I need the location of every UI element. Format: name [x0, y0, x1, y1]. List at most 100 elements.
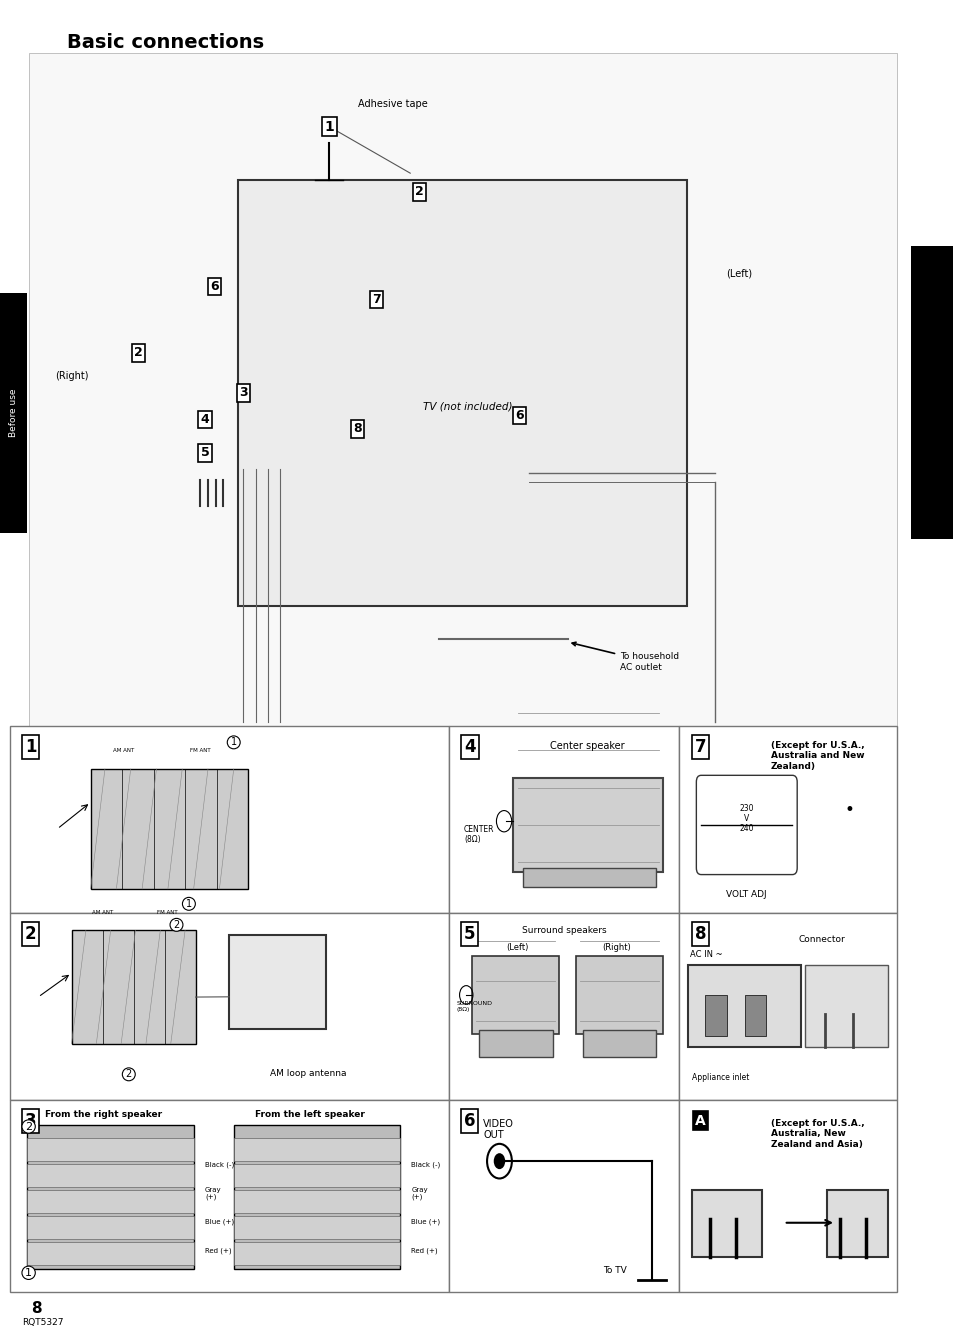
Text: Blue (+): Blue (+): [411, 1219, 440, 1225]
Text: 2: 2: [126, 1070, 132, 1079]
Bar: [71, 931, 195, 1044]
Text: A: A: [695, 1114, 705, 1128]
Text: VIDEO
OUT: VIDEO OUT: [483, 1119, 514, 1140]
Text: 8: 8: [30, 1300, 42, 1316]
Bar: [233, 1216, 400, 1239]
Text: AM loop antenna: AM loop antenna: [270, 1068, 346, 1078]
Bar: [687, 966, 801, 1047]
Text: 8: 8: [353, 422, 362, 436]
Text: 2: 2: [415, 185, 424, 198]
Circle shape: [494, 1154, 505, 1169]
Text: From the left speaker: From the left speaker: [255, 1110, 365, 1119]
Text: 4: 4: [463, 738, 475, 757]
Text: 230
V
240: 230 V 240: [739, 803, 753, 834]
Bar: [679, 726, 896, 912]
Text: CENTER
(8Ω): CENTER (8Ω): [463, 825, 494, 844]
Text: Before use: Before use: [9, 389, 18, 437]
Bar: [679, 912, 896, 1100]
Text: RQT5327: RQT5327: [22, 1319, 64, 1327]
Text: 1: 1: [231, 738, 236, 747]
Bar: [478, 1031, 552, 1056]
Bar: [29, 53, 896, 726]
Bar: [522, 868, 656, 887]
Text: (Left): (Left): [725, 268, 752, 278]
Bar: [91, 769, 248, 888]
Text: Surround speakers: Surround speakers: [521, 926, 606, 935]
Text: To household
AC outlet: To household AC outlet: [572, 642, 679, 671]
Text: 7: 7: [372, 293, 381, 306]
Text: Black (-): Black (-): [205, 1162, 234, 1168]
FancyBboxPatch shape: [696, 775, 797, 875]
Text: 3: 3: [25, 1112, 36, 1130]
Bar: [233, 1189, 400, 1213]
Text: 3: 3: [238, 386, 248, 400]
Bar: [27, 1189, 193, 1213]
Text: 4: 4: [200, 413, 210, 426]
Bar: [448, 1100, 679, 1292]
Bar: [472, 956, 558, 1034]
Text: Gray
(+): Gray (+): [205, 1187, 221, 1200]
Bar: [704, 995, 726, 1036]
Bar: [744, 995, 765, 1036]
Text: 6: 6: [463, 1112, 475, 1130]
Text: VOLT ADJ: VOLT ADJ: [725, 890, 766, 899]
Text: 2: 2: [173, 920, 179, 930]
Bar: [910, 246, 953, 539]
Text: Blue (+): Blue (+): [205, 1219, 233, 1225]
Text: From the right speaker: From the right speaker: [46, 1110, 162, 1119]
Bar: [448, 726, 679, 912]
Bar: [233, 1124, 400, 1269]
Text: TV (not included): TV (not included): [422, 401, 512, 412]
Bar: [10, 912, 448, 1100]
Text: AC IN ~: AC IN ~: [690, 950, 722, 959]
Bar: [233, 1138, 400, 1162]
Text: 5: 5: [463, 924, 475, 943]
Bar: [27, 1216, 193, 1239]
Bar: [513, 778, 662, 871]
Text: (Right): (Right): [602, 943, 631, 952]
Bar: [238, 180, 686, 606]
Bar: [10, 726, 448, 912]
Text: 1: 1: [25, 1268, 32, 1277]
Text: SURROUND
(8Ω): SURROUND (8Ω): [456, 1000, 492, 1011]
Text: 1: 1: [324, 120, 334, 133]
Text: 2: 2: [25, 924, 36, 943]
Text: 5: 5: [200, 446, 210, 460]
Bar: [826, 1189, 887, 1257]
Text: Appliance inlet: Appliance inlet: [692, 1072, 749, 1082]
Text: AM ANT: AM ANT: [113, 747, 134, 753]
Bar: [27, 1124, 193, 1269]
Text: Adhesive tape: Adhesive tape: [357, 99, 427, 109]
Text: 8: 8: [694, 924, 705, 943]
Bar: [27, 1164, 193, 1187]
Text: 2: 2: [25, 1122, 32, 1131]
Bar: [10, 1100, 448, 1292]
Text: 6: 6: [515, 409, 524, 422]
Bar: [27, 1241, 193, 1265]
Text: Red (+): Red (+): [411, 1247, 437, 1253]
Text: (Except for U.S.A.,
Australia and New
Zealand): (Except for U.S.A., Australia and New Ze…: [770, 741, 863, 771]
Text: 1: 1: [25, 738, 36, 757]
Bar: [0, 293, 27, 533]
Bar: [448, 912, 679, 1100]
Text: 1: 1: [186, 899, 192, 908]
Bar: [27, 1138, 193, 1162]
Text: •: •: [843, 801, 853, 819]
Text: (Except for U.S.A.,
Australia, New
Zealand and Asia): (Except for U.S.A., Australia, New Zeala…: [770, 1119, 863, 1148]
Text: FM ANT: FM ANT: [190, 747, 211, 753]
Bar: [692, 1189, 761, 1257]
Text: AM ANT: AM ANT: [92, 911, 113, 915]
Bar: [804, 966, 887, 1047]
Text: 2: 2: [133, 346, 143, 360]
Text: Black (-): Black (-): [411, 1162, 440, 1168]
Text: 7: 7: [694, 738, 705, 757]
Text: Red (+): Red (+): [205, 1247, 232, 1253]
Bar: [233, 1164, 400, 1187]
Text: Connector: Connector: [798, 935, 844, 944]
Text: Basic connections: Basic connections: [67, 33, 264, 52]
Text: (Right): (Right): [54, 370, 89, 381]
Text: (Left): (Left): [506, 943, 529, 952]
Bar: [229, 935, 325, 1028]
Text: Gray
(+): Gray (+): [411, 1187, 428, 1200]
Bar: [582, 1031, 656, 1056]
